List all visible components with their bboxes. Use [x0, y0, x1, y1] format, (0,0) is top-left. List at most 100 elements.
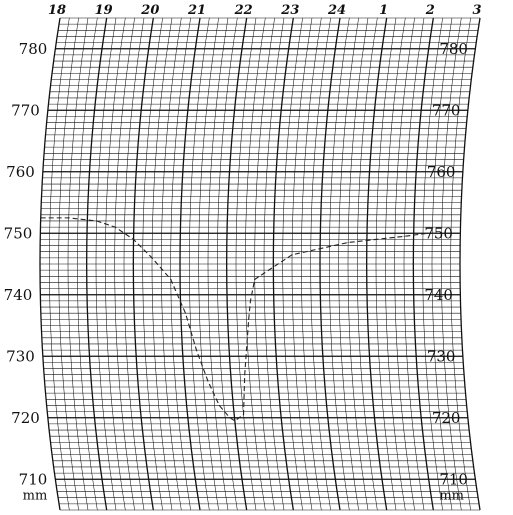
grid-arc-minor: [329, 17, 350, 511]
grid-arc-hour: [226, 17, 248, 511]
pressure-trace-point: [319, 248, 321, 250]
grid-arc-hour: [366, 17, 388, 511]
pressure-trace-point: [403, 235, 405, 237]
pressure-trace-point: [114, 226, 116, 228]
grid-arc-hour: [412, 17, 434, 511]
left-pressure-tick-label: 720: [11, 409, 40, 427]
grid-arc-minor: [67, 17, 89, 511]
labels: 18 19 20 21 22 23 24 1 2 378077076075074073072071…: [4, 3, 482, 503]
pressure-trace-point: [151, 257, 153, 259]
pressure-trace-point: [184, 312, 187, 314]
left-pressure-tick-label: 750: [4, 224, 33, 242]
pressure-trace-point: [229, 417, 231, 419]
grid-arc-minor: [310, 17, 331, 511]
grid-arc-hour: [86, 17, 108, 511]
pressure-trace-point: [254, 278, 256, 280]
right-pressure-tick-label: 760: [427, 163, 456, 181]
right-pressure-tick-label: 730: [427, 347, 456, 365]
pressure-trace-point: [249, 300, 252, 302]
pressure-trace-point: [195, 349, 198, 351]
grid-arc-minor: [254, 17, 275, 511]
hour-tick-label: 3: [472, 3, 481, 18]
left-pressure-tick-label: 770: [11, 101, 40, 119]
grid-arc-hour: [179, 17, 201, 511]
hour-tick-label: 24: [327, 3, 346, 18]
hour-tick-label: 21: [187, 3, 206, 18]
pressure-trace-point: [347, 241, 349, 244]
pressure-trace-point: [427, 232, 429, 234]
grid-arc-hour: [459, 17, 481, 511]
pressure-trace-point: [207, 380, 209, 382]
hour-tick-label: 1: [379, 3, 388, 18]
grid-arc-minor: [385, 17, 406, 511]
right-pressure-tick-label: 720: [432, 409, 461, 427]
pressure-trace-point: [132, 238, 135, 240]
grid-arc-minor: [142, 17, 163, 511]
grid-arc-minor: [263, 17, 285, 511]
grid-arc-minor: [422, 17, 443, 511]
grid-arc-hour: [272, 17, 294, 511]
right-unit-label: mm: [439, 488, 464, 503]
left-pressure-tick-label: 730: [6, 347, 35, 365]
pressure-trace-point: [248, 318, 250, 320]
grid-arc-minor: [189, 17, 210, 511]
grid-arc-minor: [338, 17, 359, 511]
grid-arc-minor: [403, 17, 425, 511]
grid-arc-minor: [114, 17, 135, 511]
pressure-trace-point: [40, 217, 42, 219]
grid-arc-minor: [77, 17, 98, 511]
pressure-trace-point: [459, 232, 461, 234]
grid-arc-minor: [170, 17, 191, 511]
left-pressure-tick-label: 780: [19, 40, 48, 58]
grid-arc-minor: [217, 17, 238, 511]
pressure-trace-point: [218, 404, 220, 407]
hour-tick-label: 22: [234, 3, 253, 18]
right-pressure-tick-label: 780: [439, 40, 468, 58]
pressure-trace-point: [170, 278, 172, 280]
pressure-trace-point: [234, 420, 236, 422]
grid-arc-minor: [441, 17, 462, 511]
right-pressure-tick-label: 770: [432, 101, 461, 119]
right-pressure-tick-label: 750: [424, 224, 453, 242]
grid-arc-minor: [357, 17, 378, 511]
pressure-trace-point: [375, 238, 377, 240]
right-pressure-tick-label: 740: [424, 286, 453, 304]
pressure-trace-point: [242, 414, 245, 416]
grid-arc-minor: [375, 17, 397, 511]
grid-arc-minor: [291, 17, 313, 511]
grid-arc-minor: [58, 17, 79, 511]
pressure-trace-point: [263, 272, 265, 274]
grid-arc-minor: [347, 17, 369, 511]
grid-arc-minor: [151, 17, 173, 511]
hour-tick-label: 18: [48, 3, 66, 18]
right-pressure-tick-label: 710: [439, 470, 468, 488]
grid-arc-minor: [49, 17, 70, 511]
grid-arc-minor: [105, 17, 126, 511]
pressure-trace-point: [68, 217, 70, 219]
grid-arc-hour: [319, 17, 341, 511]
left-unit-label: mm: [23, 488, 48, 503]
pressure-trace-point: [272, 266, 274, 268]
series-layer: [40, 217, 461, 422]
left-pressure-tick-label: 710: [19, 470, 48, 488]
grid-arc-minor: [207, 17, 229, 511]
hour-tick-label: 2: [425, 3, 435, 18]
grid-arc-minor: [95, 17, 117, 511]
grid-arc-minor: [123, 17, 145, 511]
hour-tick-label: 23: [280, 3, 299, 18]
pressure-trace-point: [244, 374, 246, 376]
grid-arc-minor: [282, 17, 303, 511]
grid-arc-minor: [245, 17, 266, 511]
left-pressure-tick-label: 760: [6, 163, 35, 181]
hour-tick-label: 20: [140, 3, 159, 18]
grid: [39, 17, 481, 511]
grid-arc-minor: [198, 17, 219, 511]
grid-arc-hour: [132, 17, 154, 511]
grid-arc-minor: [450, 17, 471, 511]
grid-arc-minor: [301, 17, 322, 511]
grid-arc-hour: [39, 17, 61, 511]
grid-arc-minor: [235, 17, 257, 511]
left-pressure-tick-label: 740: [4, 286, 33, 304]
